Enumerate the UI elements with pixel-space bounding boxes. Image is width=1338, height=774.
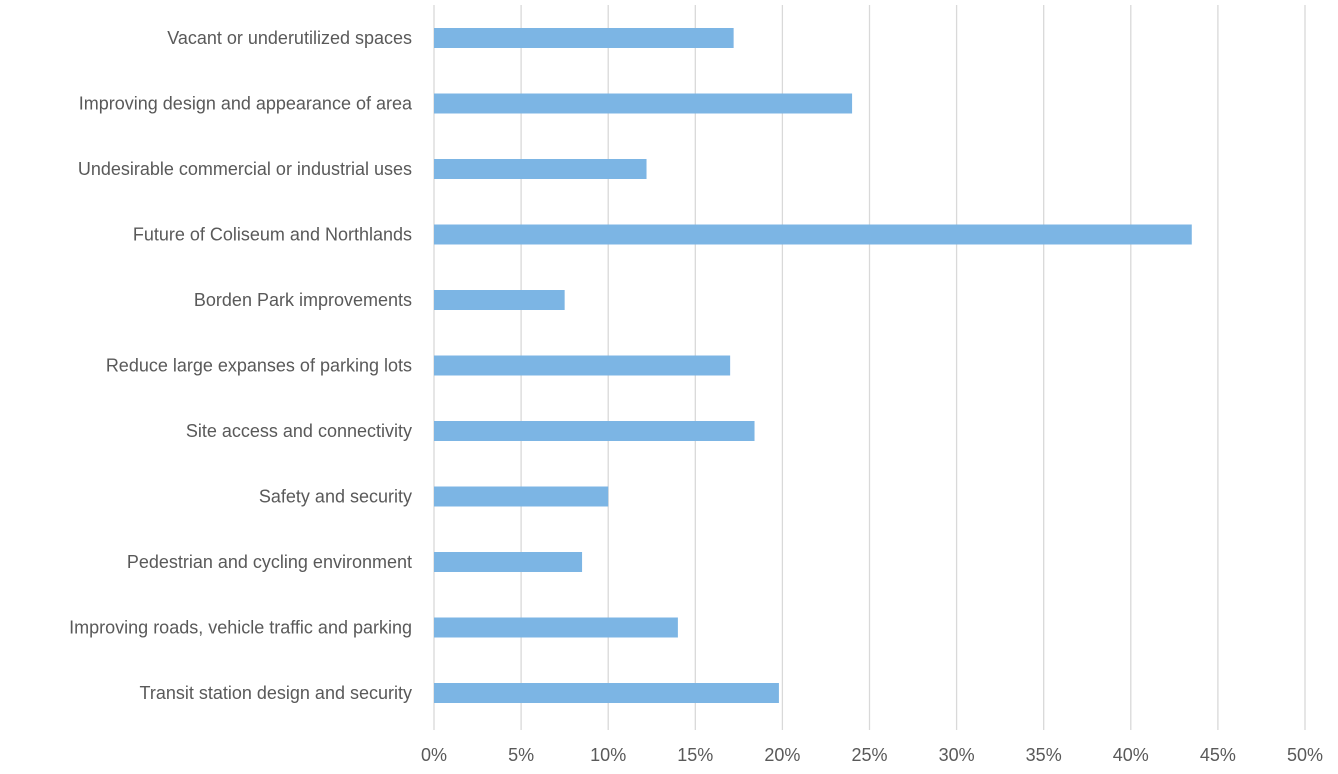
bar: [434, 224, 1192, 245]
x-tick-label: 0%: [421, 745, 447, 765]
category-label: Improving design and appearance of area: [79, 94, 413, 114]
bar: [434, 290, 565, 310]
x-tick-label: 35%: [1026, 745, 1062, 765]
category-label: Pedestrian and cycling environment: [127, 552, 412, 572]
category-label: Improving roads, vehicle traffic and par…: [69, 618, 412, 638]
x-tick-label: 30%: [939, 745, 975, 765]
category-label: Site access and connectivity: [186, 421, 412, 441]
category-label: Safety and security: [259, 487, 412, 507]
category-label: Borden Park improvements: [194, 290, 412, 310]
bar: [434, 28, 734, 48]
bar: [434, 617, 678, 638]
category-labels: Vacant or underutilized spaces Improving …: [69, 28, 413, 703]
category-label: Reduce large expanses of parking lots: [106, 356, 412, 376]
category-label: Future of Coliseum and Northlands: [133, 225, 412, 245]
bar: [434, 552, 583, 572]
bar: [434, 355, 731, 376]
category-label: Vacant or underutilized spaces: [167, 28, 412, 48]
bars: [434, 28, 1192, 703]
x-tick-label: 5%: [508, 745, 534, 765]
bar: [434, 683, 779, 703]
category-label: Transit station design and security: [140, 683, 412, 703]
bar: [434, 486, 609, 507]
x-tick-label: 40%: [1113, 745, 1149, 765]
bar: [434, 93, 853, 114]
x-axis-tick-labels: 0% 5% 10% 15% 20% 25% 30% 35% 40% 45% 50%: [421, 745, 1323, 765]
bar: [434, 159, 647, 179]
x-tick-label: 10%: [590, 745, 626, 765]
x-tick-label: 20%: [764, 745, 800, 765]
x-tick-label: 25%: [851, 745, 887, 765]
gridlines: [433, 5, 1306, 730]
category-label: Undesirable commercial or industrial use…: [78, 159, 412, 179]
x-tick-label: 50%: [1287, 745, 1323, 765]
x-tick-label: 45%: [1200, 745, 1236, 765]
bar: [434, 421, 755, 441]
x-tick-label: 15%: [677, 745, 713, 765]
